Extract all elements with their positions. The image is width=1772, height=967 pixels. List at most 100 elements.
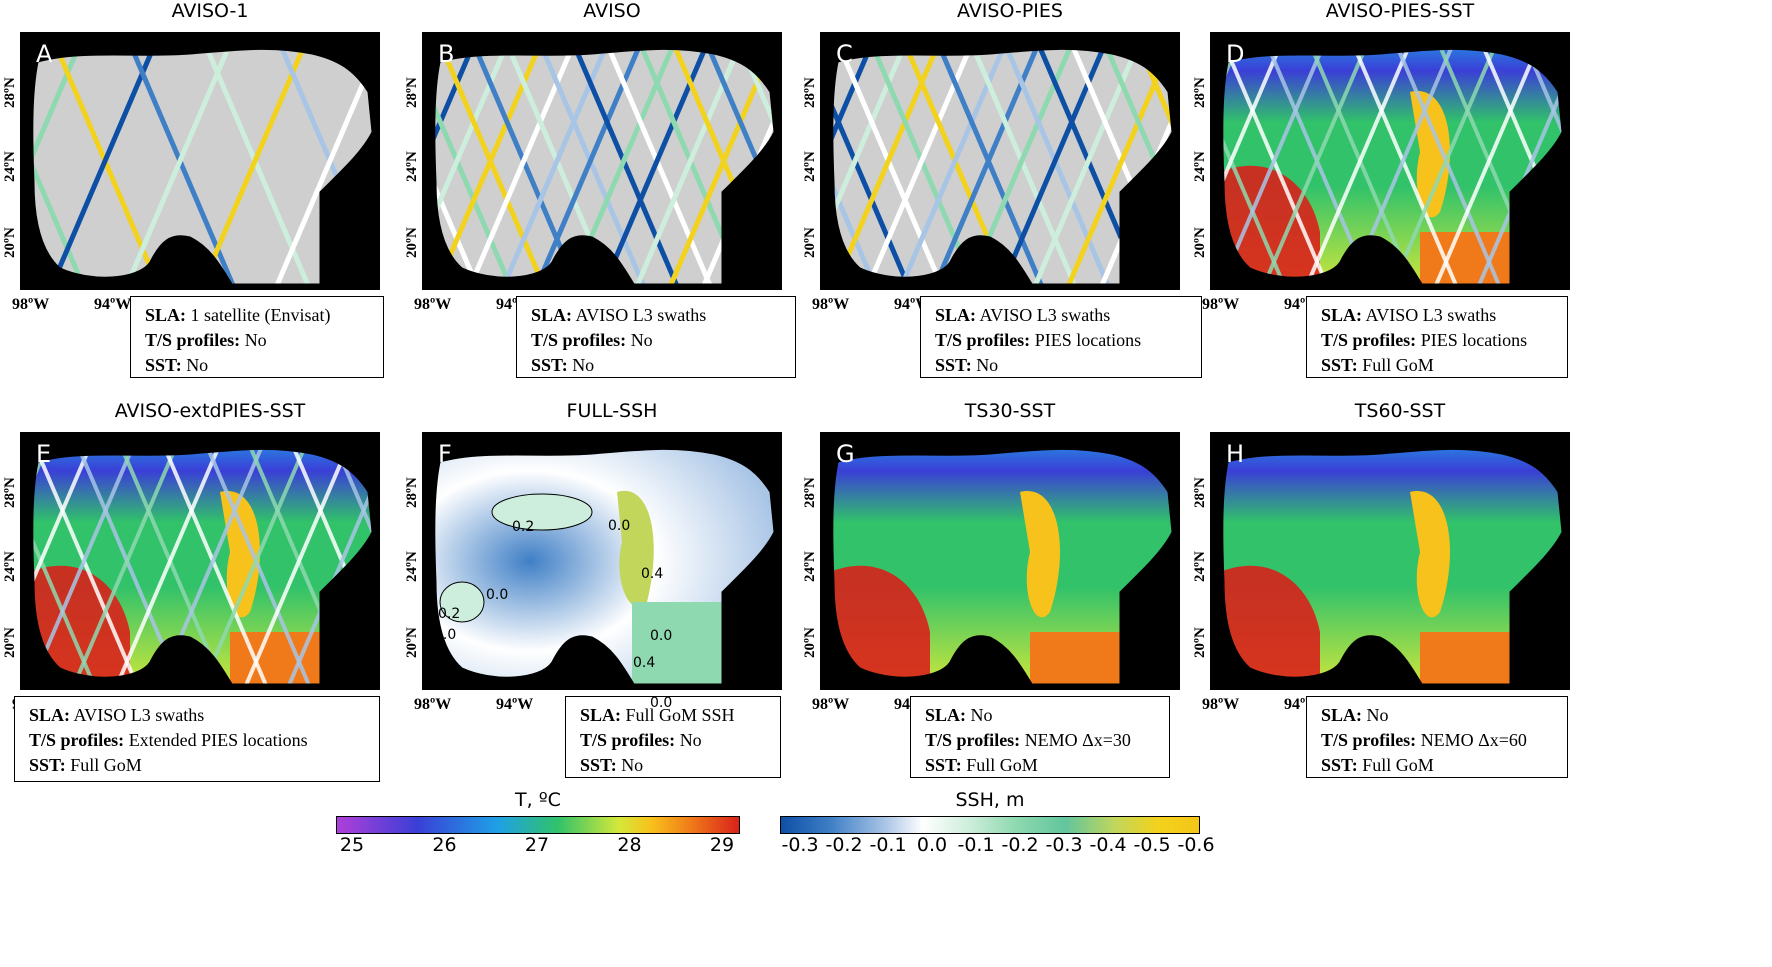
lat-tick-label: 24ºN bbox=[404, 551, 420, 582]
ssh-tick-label: -0.1 bbox=[957, 834, 995, 856]
lon-tick-label: 98ºW bbox=[12, 296, 50, 313]
temperature-colorbar bbox=[336, 816, 740, 834]
panel-info-box: SLA: AVISO L3 swaths T/S profiles: Extend… bbox=[14, 696, 380, 782]
ts-value: NEMO Δx=30 bbox=[1024, 730, 1131, 750]
sla-value: 1 satellite (Envisat) bbox=[190, 305, 331, 325]
ssh-colorbar-title: SSH, m bbox=[955, 789, 1025, 811]
lat-tick-label: 28ºN bbox=[404, 477, 420, 508]
sla-line: SLA: AVISO L3 swaths bbox=[1321, 303, 1557, 328]
lat-tick-label: 28ºN bbox=[2, 77, 18, 108]
lat-tick-label: 24ºN bbox=[1192, 551, 1208, 582]
lat-tick-label: 28ºN bbox=[802, 477, 818, 508]
temperature-tick-label: 26 bbox=[432, 834, 457, 856]
sst-value: No bbox=[621, 755, 644, 775]
ts-value: No bbox=[679, 730, 702, 750]
lat-tick-label: 20ºN bbox=[404, 627, 420, 658]
sla-label: SLA: bbox=[531, 305, 573, 325]
sla-label: SLA: bbox=[580, 705, 622, 725]
map-g bbox=[820, 432, 1180, 690]
contour-label: 0.0 bbox=[650, 628, 673, 644]
map-d bbox=[1210, 32, 1570, 290]
sst-label: SST: bbox=[145, 355, 182, 375]
contour-label: 0.0 bbox=[434, 627, 457, 643]
lat-tick-label: 24ºN bbox=[2, 151, 18, 182]
ts-line: T/S profiles: Extended PIES locations bbox=[29, 728, 369, 753]
sst-label: SST: bbox=[580, 755, 617, 775]
ts-line: T/S profiles: PIES locations bbox=[935, 328, 1191, 353]
map-e bbox=[20, 432, 380, 690]
lat-tick-label: 20ºN bbox=[404, 227, 420, 258]
lon-tick-label: 98ºW bbox=[414, 296, 452, 313]
contour-label: 0.4 bbox=[633, 655, 656, 671]
ts-label: T/S profiles: bbox=[580, 730, 676, 750]
temperature-colorbar-title: T, ºC bbox=[515, 789, 561, 811]
panel-letter: E bbox=[36, 440, 52, 468]
sla-value: AVISO L3 swaths bbox=[979, 305, 1111, 325]
lon-tick-label: 98ºW bbox=[1202, 696, 1240, 713]
lat-tick-label: 28ºN bbox=[404, 77, 420, 108]
sst-value: No bbox=[186, 355, 209, 375]
sst-value: Full GoM bbox=[1362, 355, 1434, 375]
lon-tick-label: 94ºW bbox=[94, 296, 132, 313]
sla-value: AVISO L3 swaths bbox=[575, 305, 707, 325]
lat-tick-label: 24ºN bbox=[802, 551, 818, 582]
panel-letter: B bbox=[438, 40, 455, 68]
lat-tick-label: 24ºN bbox=[2, 551, 18, 582]
sla-line: SLA: Full GoM SSH bbox=[580, 703, 770, 728]
contour-label: 0.2 bbox=[438, 606, 461, 622]
sst-label: SST: bbox=[29, 755, 66, 775]
lat-tick-label: 28ºN bbox=[1192, 77, 1208, 108]
ts-label: T/S profiles: bbox=[531, 330, 627, 350]
ssh-tick-label: -0.1 bbox=[869, 834, 907, 856]
sla-value: No bbox=[1366, 705, 1389, 725]
sla-label: SLA: bbox=[925, 705, 967, 725]
lat-tick-label: 20ºN bbox=[802, 627, 818, 658]
sst-value: Full GoM bbox=[966, 755, 1038, 775]
sla-label: SLA: bbox=[145, 305, 187, 325]
ts-value: No bbox=[630, 330, 653, 350]
ts-line: T/S profiles: NEMO Δx=60 bbox=[1321, 728, 1557, 753]
ts-value: PIES locations bbox=[1034, 330, 1142, 350]
lon-tick-label: 98ºW bbox=[414, 696, 452, 713]
panel-title: AVISO-extdPIES-SST bbox=[114, 400, 306, 422]
panel-title: AVISO-PIES bbox=[957, 0, 1063, 22]
panel-title: AVISO-PIES-SST bbox=[1325, 0, 1475, 22]
sst-line: SST: No bbox=[145, 353, 373, 378]
panel-letter: C bbox=[836, 40, 853, 68]
panel-f: FULL-SSH F 28ºN 24ºN 20ºN 98ºW 94ºW bbox=[402, 400, 822, 840]
sst-value: Full GoM bbox=[1362, 755, 1434, 775]
ssh-tick-label: -0.5 bbox=[1133, 834, 1171, 856]
panel-info-box: SLA: 1 satellite (Envisat) T/S profiles: … bbox=[130, 296, 384, 378]
lon-tick-label: 98ºW bbox=[812, 296, 850, 313]
ts-value: PIES locations bbox=[1420, 330, 1528, 350]
ts-value: No bbox=[244, 330, 267, 350]
lat-tick-label: 28ºN bbox=[802, 77, 818, 108]
panel-h: TS60-SST H 28ºN 24ºN 20ºN 98ºW 94ºW bbox=[1190, 400, 1610, 840]
ssh-tick-label: -0.4 bbox=[1089, 834, 1127, 856]
panel-letter: A bbox=[36, 40, 53, 68]
panel-info-box: SLA: No T/S profiles: NEMO Δx=60 SST: Full… bbox=[1306, 696, 1568, 778]
sst-line: SST: No bbox=[935, 353, 1191, 378]
panel-title: TS30-SST bbox=[964, 400, 1056, 422]
panel-letter: G bbox=[836, 440, 855, 468]
sla-label: SLA: bbox=[1321, 305, 1363, 325]
sst-value: No bbox=[572, 355, 595, 375]
panel-info-box: SLA: AVISO L3 swaths T/S profiles: PIES l… bbox=[920, 296, 1202, 378]
temperature-tick-label: 28 bbox=[617, 834, 642, 856]
map-h bbox=[1210, 432, 1570, 690]
sla-value: AVISO L3 swaths bbox=[1365, 305, 1497, 325]
ts-line: T/S profiles: No bbox=[145, 328, 373, 353]
ts-value: NEMO Δx=60 bbox=[1420, 730, 1527, 750]
lat-tick-label: 24ºN bbox=[404, 151, 420, 182]
ts-line: T/S profiles: No bbox=[580, 728, 770, 753]
panel-info-box: SLA: AVISO L3 swaths T/S profiles: PIES l… bbox=[1306, 296, 1568, 378]
ts-line: T/S profiles: No bbox=[531, 328, 785, 353]
sla-line: SLA: AVISO L3 swaths bbox=[531, 303, 785, 328]
panel-title: FULL-SSH bbox=[566, 400, 658, 422]
ts-line: T/S profiles: NEMO Δx=30 bbox=[925, 728, 1159, 753]
panel-c: AVISO-PIES C 28ºN 24ºN 20ºN 98ºW 94ºW bbox=[800, 0, 1220, 440]
ts-label: T/S profiles: bbox=[925, 730, 1021, 750]
contour-label: 0.0 bbox=[486, 587, 509, 603]
panel-d: AVISO-PIES-SST D 28ºN 24ºN 20ºN 98ºW 94ºW bbox=[1190, 0, 1610, 440]
sla-line: SLA: AVISO L3 swaths bbox=[29, 703, 369, 728]
